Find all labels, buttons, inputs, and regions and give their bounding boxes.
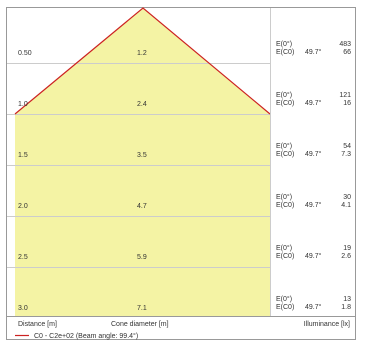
e0-value: 121 [339, 92, 351, 99]
e0-label: E(0°) [276, 244, 292, 252]
ec0-value: 1.8 [341, 304, 351, 311]
ec0-value: 66 [343, 49, 351, 56]
grid-lines [7, 63, 270, 268]
e0-value: 13 [343, 296, 351, 303]
ec0-value: 4.1 [341, 202, 351, 209]
x-axis-label: Distance [m] [18, 321, 57, 328]
e0-label: E(0°) [276, 142, 292, 150]
legend-entry: C0 - C2e+02 (Beam angle: 99.4°) [34, 332, 138, 340]
cone-diameter-value: 3.5 [137, 152, 147, 159]
distance-label: 1.5 [18, 152, 28, 159]
ec0-label: E(C0) [276, 202, 294, 209]
illuminance-label: Illuminance [lx] [304, 321, 350, 328]
e0-value: 483 [339, 41, 351, 48]
ec0-label: E(C0) [276, 151, 294, 158]
cone-diameter-value: 5.9 [137, 254, 147, 261]
distance-label: 3.0 [18, 305, 28, 312]
e0-label: E(0°) [276, 40, 292, 48]
distance-label: 2.5 [18, 254, 28, 261]
cone-diameter-label: Cone diameter [m] [111, 321, 169, 328]
beam-angle-value: 49.7° [305, 201, 322, 209]
e0-value: 54 [343, 143, 351, 150]
beam-angle-value: 49.7° [305, 150, 322, 158]
distance-label: 1.0 [18, 101, 28, 108]
cone-diameter-value: 2.4 [137, 101, 147, 108]
e0-value: 19 [343, 245, 351, 252]
e0-label: E(0°) [276, 193, 292, 201]
ec0-label: E(C0) [276, 100, 294, 107]
ec0-label: E(C0) [276, 304, 294, 311]
cone-diameter-value: 7.1 [137, 305, 147, 312]
beam-angle-value: 49.7° [305, 303, 322, 311]
cone-outline [14, 7, 271, 115]
beam-angle-value: 49.7° [305, 252, 322, 260]
cone-fill [15, 8, 270, 316]
beam-angle-value: 49.7° [305, 99, 322, 107]
e0-value: 30 [343, 194, 351, 201]
cone-diameter-value: 1.2 [137, 50, 147, 57]
e0-label: E(0°) [276, 91, 292, 99]
ec0-value: 7.3 [341, 151, 351, 158]
e0-label: E(0°) [276, 295, 292, 303]
beam-angle-value: 49.7° [305, 48, 322, 56]
cone-diameter-value: 4.7 [137, 203, 147, 210]
ec0-value: 2.6 [341, 253, 351, 260]
distance-label: 0.50 [18, 50, 32, 57]
ec0-label: E(C0) [276, 253, 294, 260]
distance-label: 2.0 [18, 203, 28, 210]
ec0-label: E(C0) [276, 49, 294, 56]
ec0-value: 16 [343, 100, 351, 107]
